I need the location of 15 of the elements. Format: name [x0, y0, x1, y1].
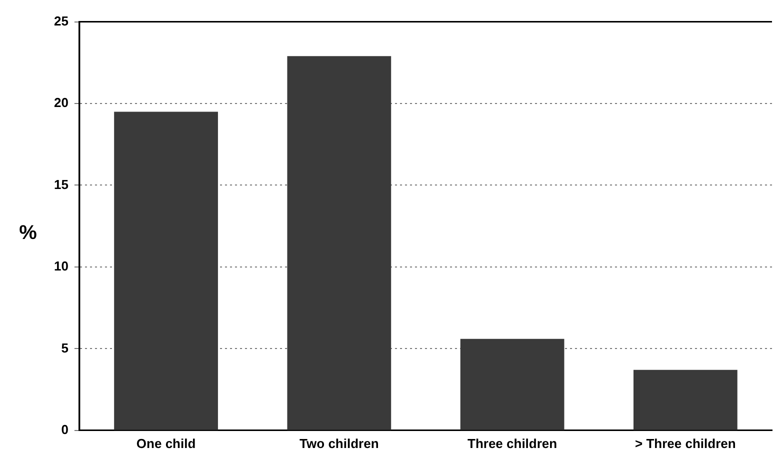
bar [114, 112, 218, 430]
y-tick-label: 10 [54, 258, 68, 274]
bar [460, 338, 564, 430]
x-tick-label: > Three children [635, 436, 736, 451]
bar [287, 56, 392, 430]
bar [633, 370, 738, 430]
y-tick-label: 20 [54, 95, 68, 110]
y-tick-label: 5 [61, 340, 68, 356]
y-tick-label: 15 [54, 176, 68, 192]
x-tick-label: One child [136, 436, 196, 451]
y-tick-label: 0 [61, 422, 68, 437]
x-tick-label: Three children [468, 436, 558, 451]
x-tick-label: Two children [300, 436, 379, 451]
y-axis-title: % [18, 222, 38, 244]
y-tick-label: 25 [54, 13, 68, 28]
